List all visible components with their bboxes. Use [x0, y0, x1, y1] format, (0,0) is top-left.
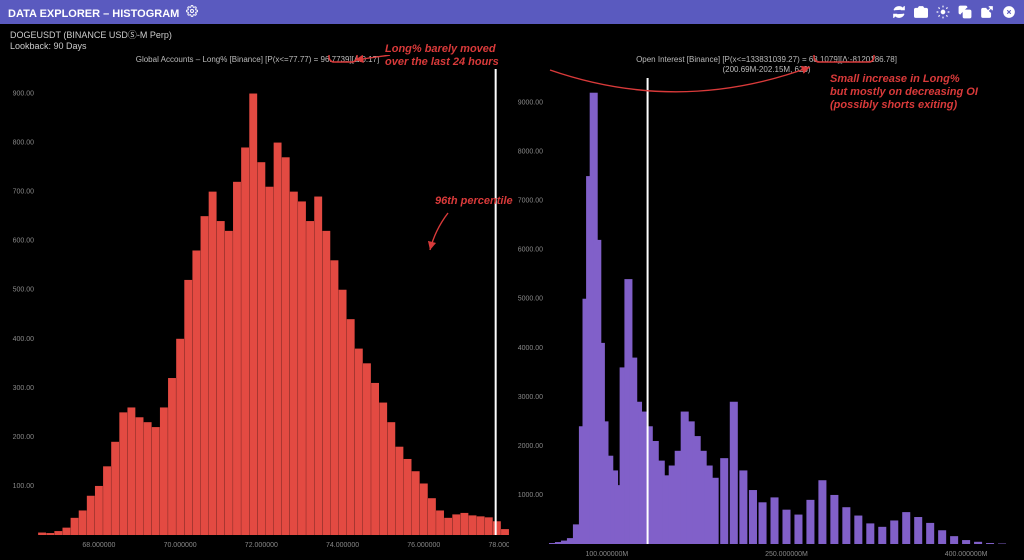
- app-title: DATA EXPLORER – HISTOGRAM: [8, 5, 892, 20]
- svg-text:7000.00: 7000.00: [518, 198, 543, 205]
- gear-icon[interactable]: [936, 5, 950, 19]
- svg-text:6000.00: 6000.00: [518, 247, 543, 254]
- symbol-label: DOGEUSDT (BINANCE USDⓈ-M Perp): [10, 28, 1014, 41]
- svg-text:500.00: 500.00: [13, 286, 35, 293]
- app-header: DATA EXPLORER – HISTOGRAM: [0, 0, 1024, 24]
- svg-text:700.00: 700.00: [13, 188, 35, 195]
- svg-text:4000.00: 4000.00: [518, 345, 543, 352]
- close-icon[interactable]: [1002, 5, 1016, 19]
- charts-container: Global Accounts – Long% [Binance] [P(x<=…: [0, 55, 1024, 560]
- svg-text:900.00: 900.00: [13, 90, 35, 97]
- right-chart-title: Open Interest [Binance] [P(x<=133831039.…: [515, 55, 1018, 74]
- svg-text:3000.00: 3000.00: [518, 394, 543, 401]
- svg-text:68.000000: 68.000000: [82, 542, 115, 549]
- left-histogram-panel: Global Accounts – Long% [Binance] [P(x<=…: [6, 55, 509, 559]
- chart-meta: DOGEUSDT (BINANCE USDⓈ-M Perp) Lookback:…: [0, 24, 1024, 55]
- camera-icon[interactable]: [914, 5, 928, 19]
- right-histogram: 1000.00 2000.00 3000.00 4000.00 5000.00 6000.…: [515, 76, 1018, 560]
- svg-text:300.00: 300.00: [13, 384, 35, 391]
- svg-text:2000.00: 2000.00: [518, 443, 543, 450]
- svg-text:400.000000M: 400.000000M: [945, 551, 988, 558]
- svg-text:70.000000: 70.000000: [164, 542, 197, 549]
- settings-icon[interactable]: [186, 5, 198, 17]
- refresh-icon[interactable]: [892, 5, 906, 19]
- popout-icon[interactable]: [980, 5, 994, 19]
- svg-text:100.000000M: 100.000000M: [585, 551, 628, 558]
- svg-text:9000.00: 9000.00: [518, 100, 543, 107]
- svg-text:600.00: 600.00: [13, 237, 35, 244]
- svg-text:76.000000: 76.000000: [407, 542, 440, 549]
- svg-text:250.000000M: 250.000000M: [765, 551, 808, 558]
- svg-text:72.000000: 72.000000: [245, 542, 278, 549]
- left-histogram: 100.00 200.00 300.00 400.00 500.00 600.00 700.…: [6, 67, 509, 551]
- svg-text:100.00: 100.00: [13, 483, 35, 490]
- svg-text:400.00: 400.00: [13, 335, 35, 342]
- svg-text:74.000000: 74.000000: [326, 542, 359, 549]
- lookback-label: Lookback: 90 Days: [10, 41, 1014, 51]
- svg-text:8000.00: 8000.00: [518, 149, 543, 156]
- svg-text:200.00: 200.00: [13, 433, 35, 440]
- svg-text:1000.00: 1000.00: [518, 492, 543, 499]
- svg-text:5000.00: 5000.00: [518, 296, 543, 303]
- svg-text:800.00: 800.00: [13, 139, 35, 146]
- svg-text:78.000000: 78.000000: [488, 542, 509, 549]
- copy-icon[interactable]: [958, 5, 972, 19]
- left-chart-title: Global Accounts – Long% [Binance] [P(x<=…: [6, 55, 509, 65]
- right-histogram-panel: Open Interest [Binance] [P(x<=133831039.…: [515, 55, 1018, 559]
